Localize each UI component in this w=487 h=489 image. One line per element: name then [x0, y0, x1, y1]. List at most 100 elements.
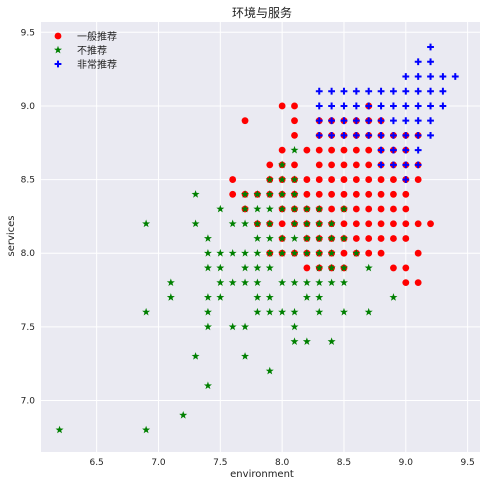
series-star — [55, 145, 398, 434]
legend-label: 非常推荐 — [77, 58, 117, 71]
plus-point — [427, 87, 434, 95]
circle-point — [303, 146, 311, 154]
star-point — [278, 307, 287, 316]
plus-point — [328, 102, 336, 110]
circle-point — [414, 176, 422, 183]
star-point — [302, 337, 311, 345]
circle-point — [402, 264, 410, 272]
star-point — [278, 234, 287, 242]
plus-point — [315, 87, 323, 95]
plus-point — [402, 87, 410, 95]
star-point — [166, 278, 175, 287]
star-point — [203, 322, 212, 331]
circle-point — [365, 205, 373, 213]
circle-point — [365, 176, 373, 183]
circle-point — [352, 235, 360, 242]
circle-point — [402, 205, 410, 213]
plus-point — [377, 146, 385, 154]
star-point — [327, 278, 336, 287]
star-point — [315, 249, 324, 257]
plus-point — [414, 87, 422, 95]
star-point — [315, 234, 324, 242]
plus-point — [402, 161, 410, 169]
star-point — [339, 234, 348, 242]
plus-point — [352, 102, 360, 110]
circle-point — [352, 146, 360, 154]
x-tick-label: 9.0 — [399, 458, 414, 468]
circle-point — [303, 176, 311, 183]
star-point — [302, 234, 311, 242]
circle-point — [402, 220, 410, 228]
plot-area — [41, 22, 480, 452]
plus-point — [377, 117, 385, 125]
star-point — [253, 234, 262, 242]
plus-point — [414, 102, 422, 110]
y-tick-label: 9.0 — [21, 102, 36, 112]
circle-point — [352, 176, 360, 183]
circle-point — [402, 235, 410, 242]
star-point — [191, 190, 200, 198]
star-point — [302, 204, 311, 213]
plus-point — [315, 117, 323, 125]
y-tick-label: 9.5 — [21, 28, 35, 38]
circle-point — [291, 161, 298, 169]
circle-point — [241, 117, 249, 125]
star-point — [203, 307, 212, 316]
plus-point — [427, 43, 434, 51]
star-point — [290, 322, 299, 331]
plus-point — [328, 131, 336, 139]
star-point — [290, 249, 299, 257]
star-point — [216, 204, 225, 213]
plus-point — [427, 102, 434, 110]
star-point — [253, 307, 262, 316]
circle-point — [365, 190, 373, 198]
star-point — [327, 249, 336, 257]
star-point — [241, 352, 250, 360]
circle-point — [340, 176, 348, 183]
star-point — [290, 337, 299, 345]
star-point — [339, 263, 348, 272]
plus-point — [451, 73, 459, 80]
series-plus — [315, 43, 459, 183]
star-point — [241, 278, 250, 287]
legend-plus-marker — [54, 60, 62, 68]
x-tick-label: 7.5 — [213, 458, 227, 468]
circle-point — [390, 205, 397, 213]
plus-point — [377, 87, 385, 95]
circle-point — [377, 176, 385, 183]
star-point — [241, 263, 250, 272]
star-point — [166, 293, 175, 301]
star-point — [55, 425, 64, 434]
star-point — [253, 293, 262, 301]
circle-point — [328, 176, 336, 183]
plus-point — [328, 87, 336, 95]
plus-point — [402, 176, 410, 183]
star-point — [290, 278, 299, 287]
circle-point — [328, 146, 336, 154]
circle-point — [377, 249, 385, 257]
star-point — [142, 425, 151, 434]
star-point — [253, 263, 262, 272]
plus-point — [414, 117, 422, 125]
y-tick-label: 8.5 — [21, 176, 35, 186]
star-point — [265, 307, 274, 316]
plus-point — [414, 161, 422, 169]
circle-point — [377, 190, 385, 198]
plus-point — [328, 117, 336, 125]
star-point — [278, 160, 287, 169]
star-point — [327, 234, 336, 242]
star-point — [290, 175, 299, 183]
plus-point — [414, 58, 422, 66]
star-point — [265, 249, 274, 257]
star-point — [265, 293, 274, 301]
star-point — [216, 278, 225, 287]
star-point — [278, 190, 287, 198]
star-point — [203, 249, 212, 257]
star-point — [364, 307, 373, 316]
circle-point — [340, 161, 348, 169]
circle-point — [390, 176, 397, 183]
star-point — [290, 219, 299, 228]
circle-point — [365, 146, 373, 154]
circle-point — [303, 190, 311, 198]
